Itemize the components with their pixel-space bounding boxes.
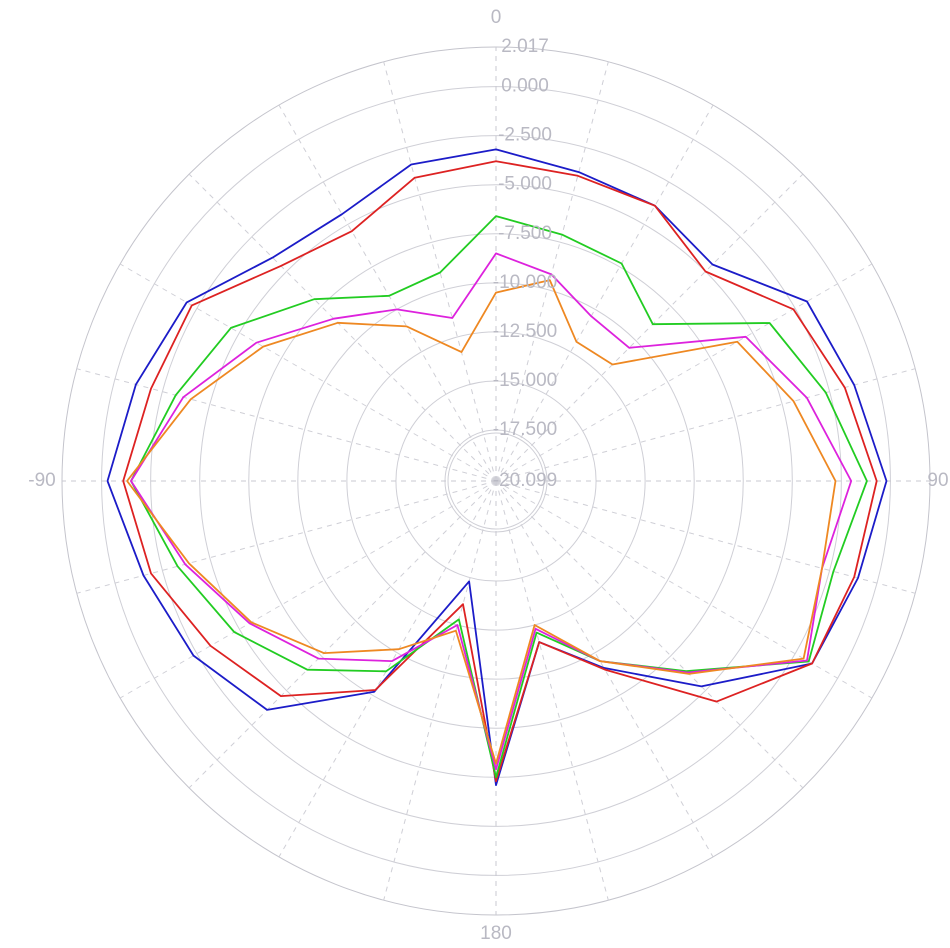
label-layer: 2.017 0.000 -2.500 -5.000 -7.500 -10.000 -12.5… — [28, 7, 948, 944]
series-line-4 — [130, 252, 853, 771]
ring-label: -10.000 — [493, 272, 557, 293]
grid-ring-inner — [447, 432, 545, 530]
series-layer — [106, 148, 888, 786]
grid-spoke — [278, 480, 497, 858]
angle-label: 90 — [927, 470, 948, 491]
grid-spoke — [76, 368, 497, 482]
ring-label: 0.000 — [501, 76, 549, 97]
grid-ring — [346, 331, 646, 631]
grid-spoke — [495, 61, 609, 482]
grid-spoke — [495, 173, 804, 482]
series-line-5 — [126, 279, 837, 765]
angle-label: 0 — [491, 7, 502, 28]
series-line-3 — [130, 215, 868, 779]
ring-label: -15.000 — [493, 370, 557, 391]
grid-spoke — [119, 480, 497, 699]
grid-spoke — [76, 480, 497, 594]
ring-label: -20.099 — [493, 470, 557, 491]
ring-label: -17.500 — [493, 419, 557, 440]
grid-spoke — [383, 61, 497, 482]
ring-label: -5.000 — [498, 174, 552, 195]
grid-spoke — [383, 480, 497, 901]
ring-label: -7.500 — [498, 223, 552, 244]
grid-ring — [248, 233, 744, 729]
grid-spoke — [495, 104, 714, 482]
grid-ring — [297, 282, 695, 680]
grid-spoke — [119, 263, 497, 482]
ring-label: -2.500 — [498, 125, 552, 146]
grid-spoke — [495, 480, 609, 901]
grid-spoke — [188, 480, 497, 789]
grid-spoke — [495, 480, 804, 789]
grid-spoke — [495, 263, 873, 482]
ring-label: 2.017 — [501, 36, 549, 57]
grid-spoke — [188, 173, 497, 482]
ring-label: -12.500 — [493, 321, 557, 342]
grid-spoke — [495, 480, 916, 594]
series-line-2 — [122, 160, 878, 783]
grid-spoke — [495, 368, 916, 482]
grid-spoke — [278, 104, 497, 482]
grid-spoke — [495, 480, 714, 858]
grid-spoke — [495, 480, 873, 699]
angle-label: -90 — [28, 470, 55, 491]
angle-label: 180 — [480, 923, 512, 944]
grid-ring — [150, 135, 842, 827]
series-line-1 — [106, 148, 888, 786]
